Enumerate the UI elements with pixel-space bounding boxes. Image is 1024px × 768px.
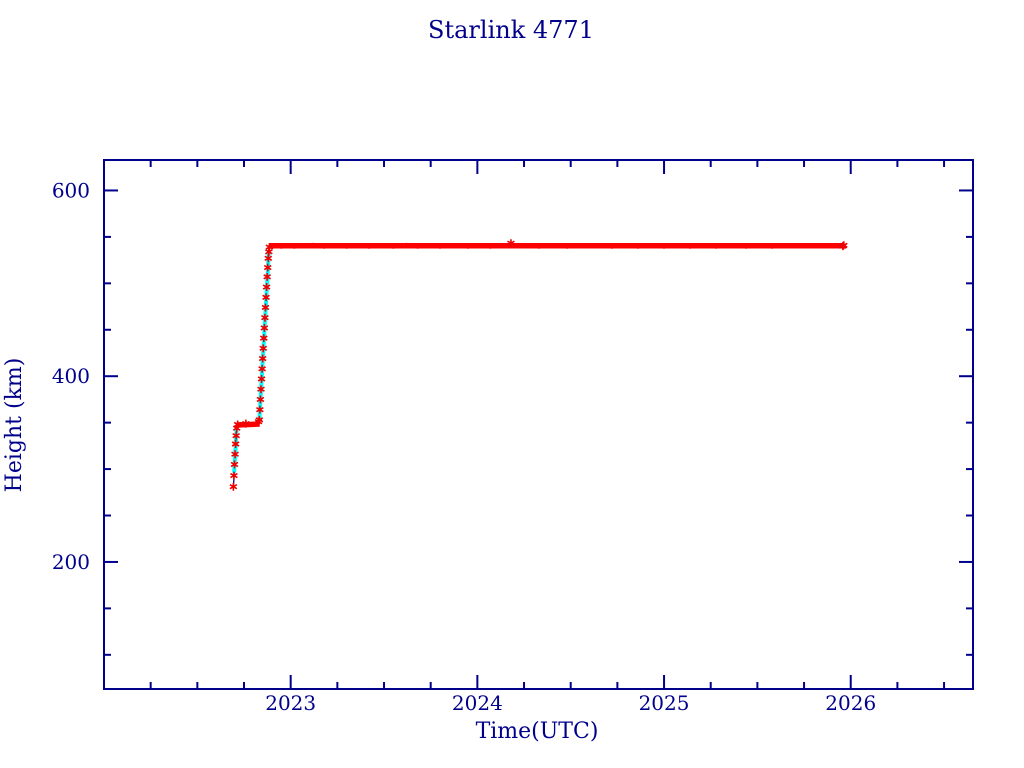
observed-markers (259, 334, 268, 343)
observed-markers (231, 440, 240, 449)
observed-markers (507, 239, 515, 248)
axis-tick-labels: 2023 2024 2025 2026 200 400 600 (52, 178, 876, 715)
observed-markers (255, 415, 264, 424)
observed-dots (438, 246, 442, 249)
observed-markers (262, 283, 271, 292)
x-tick-label: 2025 (639, 691, 690, 715)
track-line (232, 245, 282, 488)
plot-border (103, 159, 974, 690)
observed-markers (256, 405, 264, 414)
observed-markers (232, 431, 241, 440)
observed-markers (839, 241, 848, 250)
x-tick-label: 2023 (265, 691, 316, 715)
observed-dots (405, 242, 408, 246)
observed-markers (261, 303, 270, 312)
observed-markers (229, 482, 238, 491)
observed-dots (537, 246, 541, 249)
y-tick-label: 600 (52, 178, 90, 202)
observed-dots (662, 246, 666, 249)
observed-markers (263, 272, 272, 281)
observed-dots (392, 246, 395, 249)
observed-markers (230, 471, 238, 480)
observed-dots (323, 246, 326, 249)
observed-dots (610, 246, 614, 249)
observed-dots (311, 242, 315, 246)
observed-dots (636, 246, 640, 249)
observed-markers (261, 313, 269, 322)
observed-markers (230, 460, 239, 469)
y-tick-label: 200 (52, 550, 90, 574)
observed-dots (565, 246, 569, 249)
observed-markers (256, 395, 265, 404)
observed-markers (233, 420, 242, 429)
observed-dots (367, 246, 371, 249)
observed-dots (744, 246, 748, 249)
y-axis-label: Height (km) (2, 358, 27, 493)
observed-dots (345, 246, 349, 249)
observed-markers (262, 293, 270, 302)
observed-markers (258, 354, 267, 363)
x-tick-label: 2024 (452, 691, 503, 715)
observed-dots (715, 246, 718, 249)
y-tick-label: 400 (52, 364, 90, 388)
observed-markers (265, 243, 274, 252)
data-series (229, 239, 848, 491)
observed-dots (293, 246, 296, 249)
observed-dots (489, 246, 492, 249)
observed-markers (241, 419, 250, 428)
observed-dots (416, 246, 419, 249)
observed-markers (257, 385, 265, 394)
observed-markers (258, 364, 266, 373)
observed-markers (260, 323, 269, 332)
x-axis-label: Time(UTC) (476, 719, 599, 744)
observed-markers (257, 374, 266, 383)
observed-markers (263, 263, 272, 272)
chart-title: Starlink 4771 (428, 16, 594, 44)
observed-dots (466, 246, 470, 249)
observed-dots (771, 246, 774, 249)
observed-markers (231, 450, 239, 459)
plot-frame (103, 159, 974, 690)
observed-dots (280, 246, 283, 249)
axis-ticks (104, 160, 973, 689)
x-tick-label: 2026 (825, 691, 876, 715)
observed-markers (259, 344, 268, 353)
observed-dots (688, 246, 692, 249)
